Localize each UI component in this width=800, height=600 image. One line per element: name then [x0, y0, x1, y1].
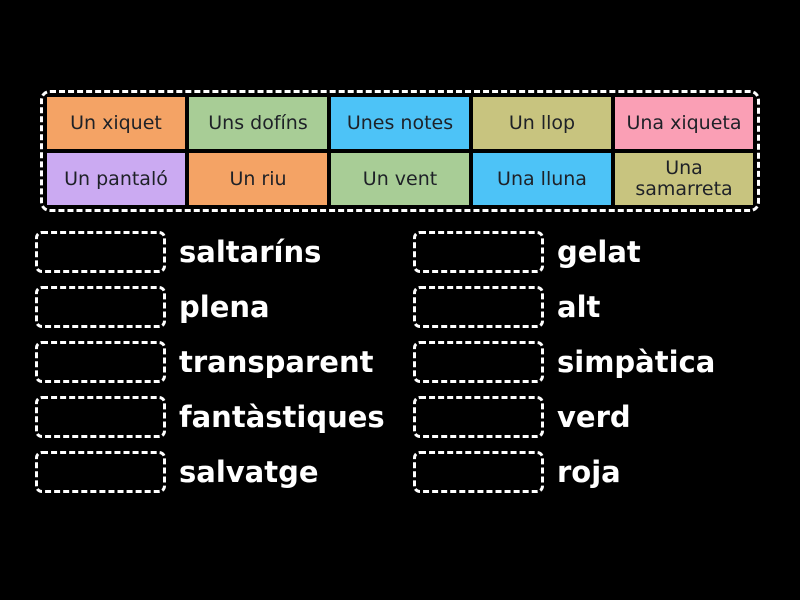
match-row: transparent	[35, 341, 385, 383]
drop-slot[interactable]	[413, 286, 544, 328]
word-tile[interactable]: Una samarreta	[615, 153, 753, 205]
drop-slot[interactable]	[413, 451, 544, 493]
match-word: plena	[179, 290, 270, 324]
drop-slot[interactable]	[413, 231, 544, 273]
word-tile[interactable]: Un vent	[331, 153, 469, 205]
match-row: verd	[413, 396, 715, 438]
word-tile[interactable]: Un llop	[473, 97, 611, 149]
match-row: simpàtica	[413, 341, 715, 383]
tile-bank: Un xiquet Uns dofíns Unes notes Un llop …	[40, 90, 760, 212]
match-word: gelat	[557, 235, 641, 269]
word-tile[interactable]: Un xiquet	[47, 97, 185, 149]
drop-slot[interactable]	[35, 231, 166, 273]
match-word: saltaríns	[179, 235, 322, 269]
match-row: fantàstiques	[35, 396, 385, 438]
match-word: verd	[557, 400, 631, 434]
match-word: transparent	[179, 345, 374, 379]
word-tile[interactable]: Un pantaló	[47, 153, 185, 205]
drop-slot[interactable]	[35, 341, 166, 383]
drop-slot[interactable]	[413, 396, 544, 438]
drop-slot[interactable]	[35, 451, 166, 493]
drop-slot[interactable]	[35, 396, 166, 438]
drop-slot[interactable]	[413, 341, 544, 383]
match-word: salvatge	[179, 455, 319, 489]
match-row: roja	[413, 451, 715, 493]
word-tile[interactable]: Una lluna	[473, 153, 611, 205]
match-word: fantàstiques	[179, 400, 385, 434]
match-row: salvatge	[35, 451, 385, 493]
word-tile[interactable]: Una xiqueta	[615, 97, 753, 149]
match-row: alt	[413, 286, 715, 328]
match-row: gelat	[413, 231, 715, 273]
match-word: roja	[557, 455, 621, 489]
match-word: alt	[557, 290, 601, 324]
word-tile[interactable]: Unes notes	[331, 97, 469, 149]
word-tile[interactable]: Un riu	[189, 153, 327, 205]
match-row: saltaríns	[35, 231, 385, 273]
match-word: simpàtica	[557, 345, 716, 379]
match-row: plena	[35, 286, 385, 328]
match-column-left: saltaríns plena transparent fantàstiques…	[35, 231, 385, 493]
drop-slot[interactable]	[35, 286, 166, 328]
match-column-right: gelat alt simpàtica verd roja	[413, 231, 715, 493]
word-tile[interactable]: Uns dofíns	[189, 97, 327, 149]
